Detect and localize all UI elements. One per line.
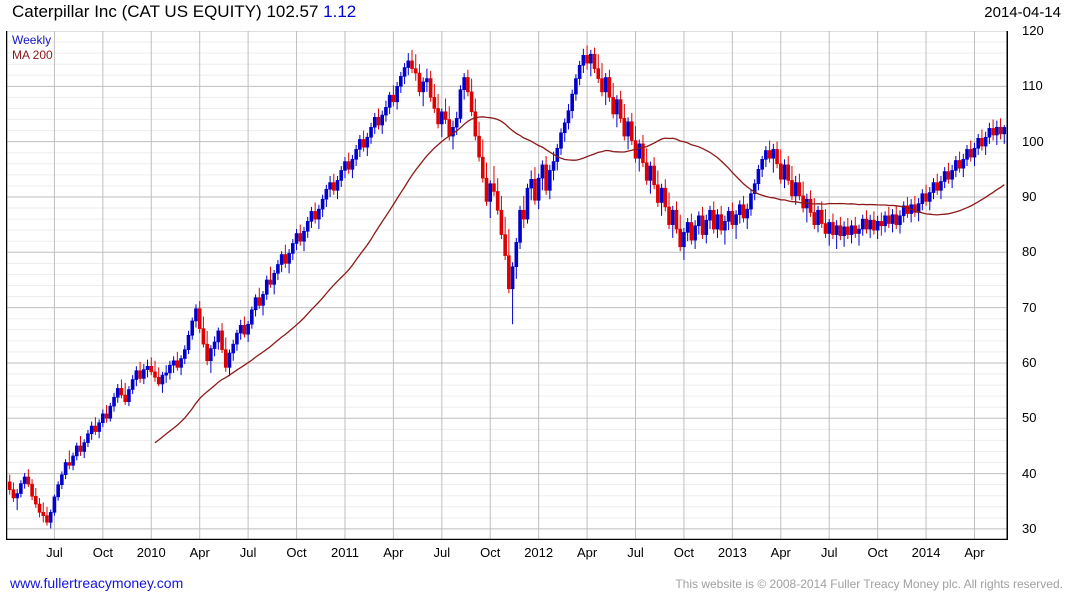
site-url[interactable]: www.fullertreacymoney.com bbox=[10, 575, 184, 591]
x-axis-tick-label: Apr bbox=[964, 545, 985, 560]
copyright-notice: This website is © 2008-2014 Fuller Treac… bbox=[675, 577, 1063, 591]
y-axis-tick-label: 110 bbox=[1022, 78, 1043, 94]
y-axis-tick-label: 70 bbox=[1022, 299, 1037, 315]
x-axis-tick-label: 2010 bbox=[136, 545, 166, 560]
x-axis-tick-label: Apr bbox=[189, 545, 210, 560]
candlestick-plot bbox=[6, 31, 1008, 540]
y-axis-tick-label: 100 bbox=[1022, 133, 1044, 149]
x-axis-tick-label: Oct bbox=[92, 545, 113, 560]
x-axis-tick-label: Jul bbox=[820, 545, 838, 560]
y-axis-tick-label: 30 bbox=[1022, 520, 1037, 536]
x-axis-tick-label: Oct bbox=[286, 545, 307, 560]
x-axis-tick-label: Jul bbox=[46, 545, 63, 560]
legend-overlay-ma200: MA 200 bbox=[12, 48, 53, 62]
x-axis-tick-label: Oct bbox=[673, 545, 695, 560]
x-axis-tick-label: 2014 bbox=[911, 545, 941, 560]
last-price: 102.57 bbox=[266, 2, 319, 21]
x-axis-tick-label: Oct bbox=[480, 545, 501, 560]
x-axis-tick-label: 2012 bbox=[524, 545, 554, 560]
x-axis-tick-label: Apr bbox=[383, 545, 404, 560]
y-axis-tick-label: 50 bbox=[1022, 410, 1037, 426]
instrument-name: Caterpillar Inc (CAT US EQUITY) bbox=[12, 2, 262, 21]
x-axis-tick-label: Jul bbox=[433, 545, 451, 560]
chart-legend: Weekly MA 200 bbox=[12, 33, 53, 63]
price-change: 1.12 bbox=[323, 2, 357, 21]
y-axis-tick-label: 60 bbox=[1022, 354, 1037, 370]
y-axis-tick-label: 80 bbox=[1022, 244, 1037, 260]
x-axis-tick-label: Jul bbox=[239, 545, 257, 560]
chart-header: Caterpillar Inc (CAT US EQUITY) 102.57 1… bbox=[0, 0, 1075, 28]
legend-series-weekly: Weekly bbox=[12, 33, 52, 47]
x-axis-tick-label: 2011 bbox=[330, 545, 359, 560]
quote-date: 2014-04-14 bbox=[984, 4, 1061, 21]
x-axis-tick-label: 2013 bbox=[717, 545, 747, 560]
x-axis-tick-label: Jul bbox=[627, 545, 644, 560]
x-axis-tick-label: Apr bbox=[770, 545, 791, 560]
y-axis-tick-label: 40 bbox=[1022, 465, 1037, 481]
x-axis-tick-label: Apr bbox=[576, 545, 598, 560]
y-axis-tick-label: 90 bbox=[1022, 188, 1037, 204]
price-chart bbox=[6, 31, 1008, 540]
y-axis-tick-label: 120 bbox=[1022, 23, 1044, 38]
page-title: Caterpillar Inc (CAT US EQUITY) 102.57 1… bbox=[12, 2, 356, 22]
x-axis-tick-label: Oct bbox=[867, 545, 888, 560]
